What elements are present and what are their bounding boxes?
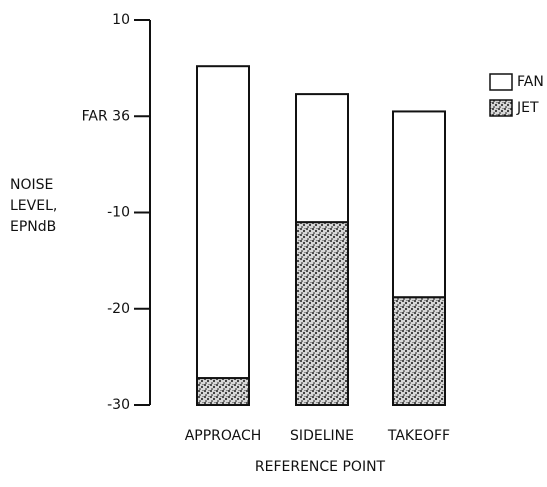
y-axis-label: EPNdB	[10, 219, 56, 235]
bar-segment	[392, 296, 446, 407]
bar-segment	[196, 65, 250, 380]
legend-label: JET	[516, 100, 539, 116]
y-axis-label: NOISE	[10, 177, 53, 193]
bar-segment	[295, 221, 349, 406]
bar-segment	[392, 110, 446, 299]
x-axis-label: REFERENCE POINT	[255, 459, 386, 475]
y-axis-label: LEVEL,	[10, 198, 57, 214]
y-tick-label: -20	[107, 301, 130, 317]
x-tick-label: TAKEOFF	[387, 428, 450, 444]
x-tick-label: APPROACH	[185, 428, 262, 444]
y-tick-label: -30	[107, 397, 130, 413]
legend-label: FAN	[517, 74, 544, 90]
y-tick-label: FAR 36	[82, 108, 130, 124]
bar-segment	[196, 377, 250, 406]
legend-swatch	[489, 73, 513, 91]
y-tick-label: -10	[107, 205, 130, 221]
x-tick-label: SIDELINE	[290, 428, 354, 444]
y-tick-label: 10	[112, 12, 130, 28]
bar-segment	[295, 93, 349, 224]
legend-swatch	[489, 99, 513, 117]
